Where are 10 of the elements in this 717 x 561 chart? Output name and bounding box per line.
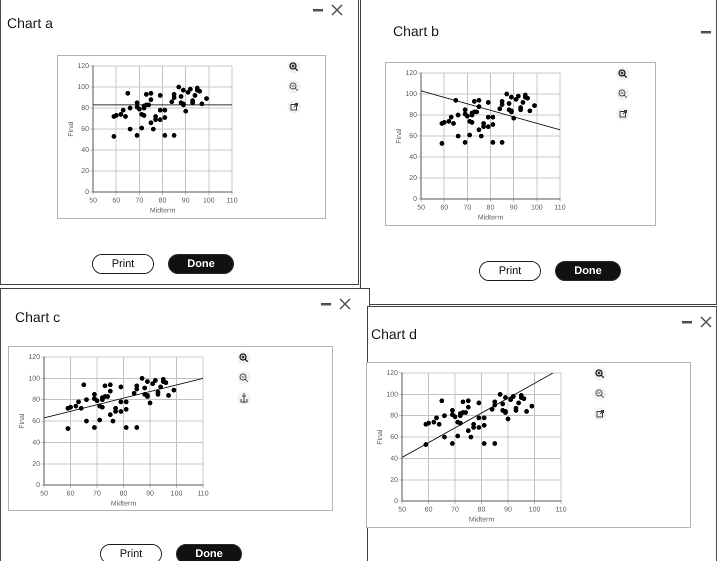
text: Print xyxy=(92,254,154,274)
chart-title: Chart c xyxy=(15,309,60,325)
text: Done xyxy=(176,544,242,561)
text: Done xyxy=(555,261,621,281)
chart-title: Chart b xyxy=(393,23,439,39)
text: Done xyxy=(168,254,234,274)
chart-title: Chart d xyxy=(371,326,417,342)
text: Print xyxy=(100,544,162,561)
text: Print xyxy=(479,261,541,281)
chart-title: Chart a xyxy=(7,15,53,31)
